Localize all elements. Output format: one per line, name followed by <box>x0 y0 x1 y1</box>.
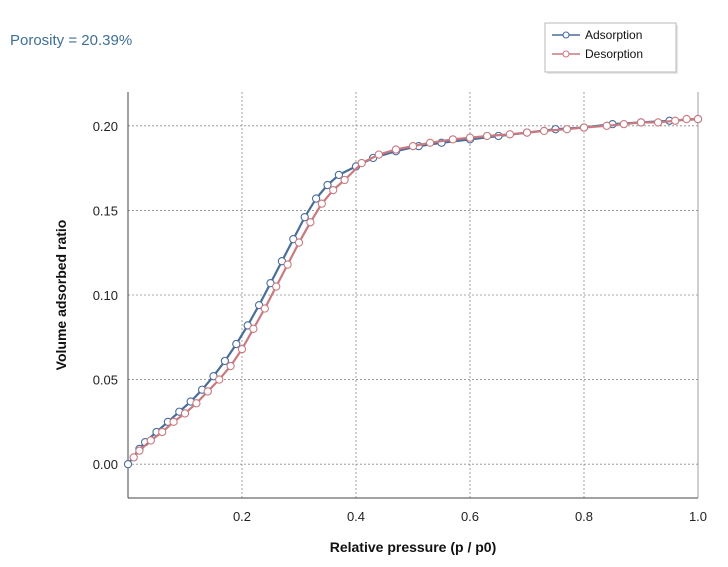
data-point <box>636 118 646 127</box>
y-tick-label: 0.05 <box>93 373 118 388</box>
data-point <box>146 436 155 445</box>
data-point <box>682 114 691 124</box>
data-point <box>169 417 178 427</box>
x-tick-label: 0.8 <box>575 509 593 524</box>
data-point <box>522 128 532 137</box>
data-point <box>693 114 703 124</box>
data-point <box>283 260 292 269</box>
data-point <box>340 175 349 185</box>
data-point <box>203 387 212 396</box>
data-point <box>300 213 309 222</box>
data-point <box>249 324 258 333</box>
y-tick-label: 0.00 <box>93 457 118 472</box>
porosity-annotation: Porosity = 20.39% <box>10 32 133 49</box>
data-point <box>619 119 629 129</box>
data-point <box>448 135 458 144</box>
data-point <box>129 453 138 462</box>
legend-label: Desorption <box>585 47 643 61</box>
data-point <box>357 158 366 168</box>
y-tick-label: 0.10 <box>93 288 118 303</box>
x-tick-label: 0.6 <box>461 509 479 524</box>
data-point <box>465 133 475 142</box>
data-point <box>482 131 492 141</box>
data-point <box>323 180 332 190</box>
data-point <box>334 170 344 180</box>
series-desorption <box>129 114 703 462</box>
data-point <box>408 141 418 151</box>
y-tick-label: 0.15 <box>93 203 118 218</box>
x-axis-title: Relative pressure (p / p0) <box>330 539 497 555</box>
data-point <box>237 344 247 354</box>
data-point <box>329 185 338 195</box>
data-point <box>226 361 235 371</box>
data-point <box>123 460 133 469</box>
data-point <box>135 446 144 455</box>
data-point <box>272 282 281 291</box>
data-point <box>192 399 201 408</box>
data-point <box>311 194 321 203</box>
data-point <box>562 125 572 134</box>
data-point <box>671 116 680 125</box>
y-tick-label: 0.20 <box>93 119 118 134</box>
y-tick-labels: 0.00 0.05 0.10 0.15 0.20 <box>93 119 118 472</box>
legend-marker <box>562 31 570 39</box>
axes <box>127 92 699 499</box>
x-tick-label: 0.2 <box>233 509 251 524</box>
data-point <box>158 427 167 437</box>
legend-box <box>544 22 677 73</box>
data-point <box>220 356 230 366</box>
x-tick-label: 0.4 <box>347 509 365 524</box>
legend-marker <box>562 50 570 58</box>
data-point <box>180 409 190 418</box>
data-point <box>317 199 326 208</box>
legend: Adsorption Desorption <box>544 22 678 74</box>
grid <box>128 92 698 498</box>
series-line <box>132 117 698 459</box>
data-point <box>539 126 549 136</box>
data-point <box>306 218 315 227</box>
data-point <box>425 138 435 147</box>
data-point <box>374 150 383 159</box>
data-point <box>232 339 241 349</box>
y-axis-title: Volume adsorbed ratio <box>53 220 69 371</box>
series-layer <box>123 114 703 469</box>
x-tick-labels: 0.2 0.4 0.6 0.8 1.0 <box>233 509 707 524</box>
data-point <box>391 145 401 154</box>
legend-label: Adsorption <box>585 28 642 42</box>
data-point <box>602 121 611 130</box>
data-point <box>505 130 515 139</box>
data-point <box>653 118 663 127</box>
data-point <box>215 375 224 384</box>
data-point <box>579 123 589 132</box>
x-tick-label: 1.0 <box>689 509 707 524</box>
data-point <box>294 238 304 247</box>
data-point <box>260 304 269 313</box>
